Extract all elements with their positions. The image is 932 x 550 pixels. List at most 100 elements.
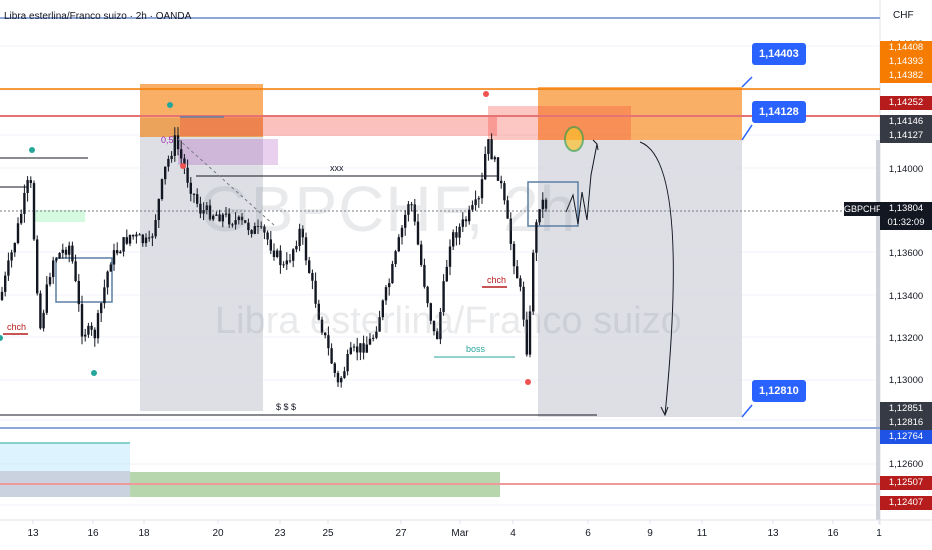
candle-body bbox=[218, 214, 221, 222]
candle-body bbox=[448, 246, 452, 267]
candle-body bbox=[74, 261, 77, 281]
candle-body bbox=[516, 266, 519, 279]
candle-body bbox=[314, 280, 317, 304]
price-axis-label: 1,12600 bbox=[888, 459, 924, 470]
candle-body bbox=[154, 220, 157, 237]
candle-body bbox=[87, 325, 90, 335]
candle-body bbox=[388, 283, 391, 288]
candle-body bbox=[196, 194, 199, 204]
candle-body bbox=[276, 250, 279, 257]
candle-body bbox=[285, 260, 288, 265]
candle-body bbox=[42, 312, 45, 329]
candle-body bbox=[7, 260, 10, 276]
symbol-tag: GBPCHF bbox=[844, 202, 882, 216]
chch-label-left: chch bbox=[7, 322, 27, 332]
candle-body bbox=[244, 220, 247, 223]
candle-body bbox=[372, 337, 375, 339]
candles bbox=[0, 127, 548, 388]
candle-body bbox=[295, 246, 298, 250]
candle-body bbox=[436, 331, 439, 340]
chart-title: Libra esterlina/Franco suizo · 2h · OAND… bbox=[4, 11, 192, 22]
candle-body bbox=[375, 331, 378, 338]
price-tag: 1,14393 bbox=[880, 55, 932, 69]
candle-body bbox=[90, 325, 93, 330]
candle-body bbox=[32, 183, 36, 240]
candle-body bbox=[167, 158, 170, 167]
candle-body bbox=[330, 348, 333, 364]
fib-label: 0,5 bbox=[161, 135, 174, 145]
candle-body bbox=[528, 311, 532, 355]
candle-body bbox=[468, 209, 471, 222]
price-callout-mid[interactable]: 1,14128 bbox=[752, 101, 806, 123]
arrow-down bbox=[639, 141, 674, 416]
candle-body bbox=[407, 204, 410, 215]
candle-body bbox=[23, 192, 26, 214]
candle-body bbox=[352, 346, 356, 348]
candle-body bbox=[109, 264, 112, 272]
candle-body bbox=[541, 199, 544, 210]
candle-body bbox=[36, 239, 39, 294]
candle-body bbox=[157, 199, 160, 221]
candle-body bbox=[250, 230, 253, 234]
candle-body bbox=[292, 249, 295, 261]
candle-body bbox=[186, 167, 189, 183]
time-axis-label: 9 bbox=[647, 528, 653, 539]
candle-body bbox=[138, 234, 141, 236]
candle-body bbox=[455, 232, 458, 238]
candle-body bbox=[544, 199, 548, 209]
price-tag: 1,12851 bbox=[880, 402, 932, 416]
time-axis-label: 13 bbox=[767, 528, 779, 539]
candle-body bbox=[247, 222, 250, 231]
candle-body bbox=[183, 158, 186, 168]
candle-body bbox=[474, 199, 477, 206]
candle-body bbox=[93, 329, 96, 339]
price-callout-top[interactable]: 1,14403 bbox=[752, 43, 806, 65]
candle-body bbox=[26, 180, 29, 193]
candle-body bbox=[20, 213, 23, 224]
candle-body bbox=[304, 237, 308, 261]
arrow-head-down bbox=[660, 406, 669, 417]
dot-green-3 bbox=[91, 370, 97, 376]
currency-label[interactable]: CHF bbox=[893, 10, 914, 21]
candle-body bbox=[122, 237, 125, 252]
candle-body bbox=[461, 219, 464, 227]
price-tag: 1,13804 bbox=[880, 202, 932, 216]
mint-zone bbox=[33, 210, 85, 222]
candle-body bbox=[391, 264, 394, 284]
dot-red-1 bbox=[483, 91, 489, 97]
candle-body bbox=[301, 228, 304, 238]
candle-body bbox=[202, 210, 205, 214]
candle-body bbox=[349, 347, 352, 355]
price-tag: 1,12816 bbox=[880, 416, 932, 430]
candle-body bbox=[324, 332, 327, 336]
candle-body bbox=[151, 236, 154, 238]
candle-body bbox=[538, 209, 541, 223]
candle-body bbox=[426, 286, 429, 304]
candle-body bbox=[410, 204, 413, 206]
candle-body bbox=[212, 215, 215, 220]
candle-body bbox=[346, 354, 349, 372]
candle-body bbox=[458, 226, 461, 238]
candle-body bbox=[381, 300, 384, 318]
candle-body bbox=[404, 214, 407, 228]
price-axis-label: 1,14000 bbox=[888, 164, 924, 175]
candle-body bbox=[442, 281, 445, 312]
candle-body bbox=[228, 213, 231, 225]
price-callout-low[interactable]: 1,12810 bbox=[752, 380, 806, 402]
candle-body bbox=[144, 237, 148, 244]
candle-body bbox=[173, 135, 176, 156]
candle-body bbox=[45, 284, 48, 313]
candle-body bbox=[208, 205, 212, 220]
candle-body bbox=[490, 139, 493, 160]
candle-body bbox=[496, 157, 500, 181]
candle-body bbox=[77, 280, 80, 305]
candle-body bbox=[112, 250, 116, 265]
candle-body bbox=[503, 183, 506, 201]
arrow-head-up bbox=[592, 139, 599, 151]
price-tag: 1,12507 bbox=[880, 476, 932, 490]
candle-body bbox=[484, 153, 487, 180]
chch-label-right: chch bbox=[487, 275, 507, 285]
time-axis-label: 13 bbox=[27, 528, 39, 539]
supply-zone bbox=[180, 116, 497, 136]
